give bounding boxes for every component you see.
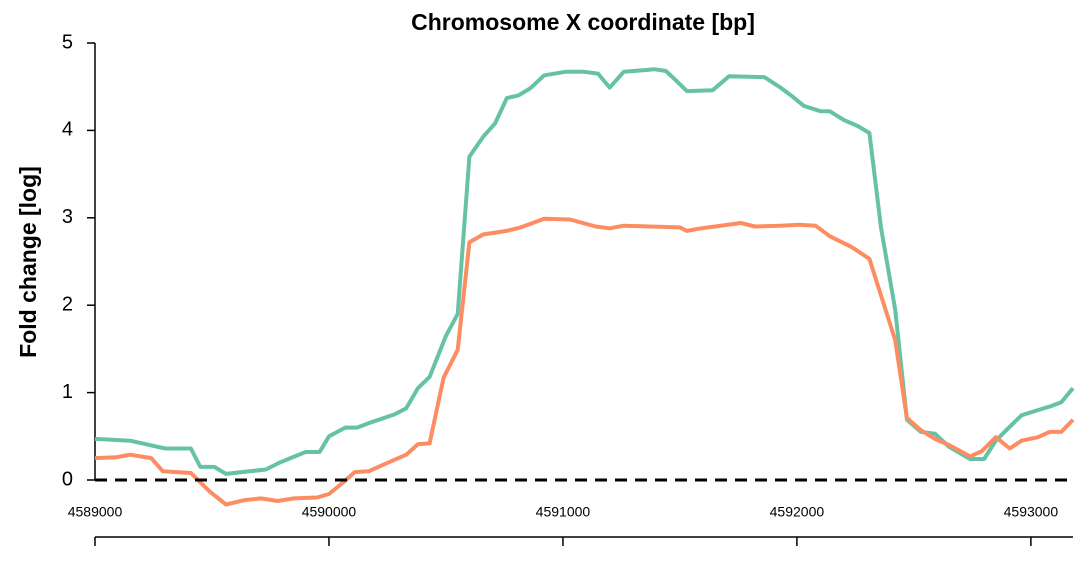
series-line — [94, 216, 1075, 507]
series-line — [94, 67, 1075, 476]
x-tick-label: 4590000 — [302, 504, 357, 520]
y-tick-label: 5 — [62, 31, 73, 53]
x-tick-label: 4593000 — [1004, 504, 1059, 520]
y-tick-label: 0 — [62, 468, 73, 490]
y-tick-label: 2 — [62, 293, 73, 315]
y-tick-label: 1 — [62, 381, 73, 403]
x-tick-label: 4591000 — [536, 504, 591, 520]
chart-title: Chromosome X coordinate [bp] — [411, 9, 755, 35]
y-tick-label: 3 — [62, 206, 73, 228]
x-tick-label: 4589000 — [68, 504, 123, 520]
x-tick-label: 4592000 — [770, 504, 825, 520]
y-tick-label: 4 — [62, 119, 73, 141]
y-axis-label: Fold change [log] — [15, 166, 41, 358]
